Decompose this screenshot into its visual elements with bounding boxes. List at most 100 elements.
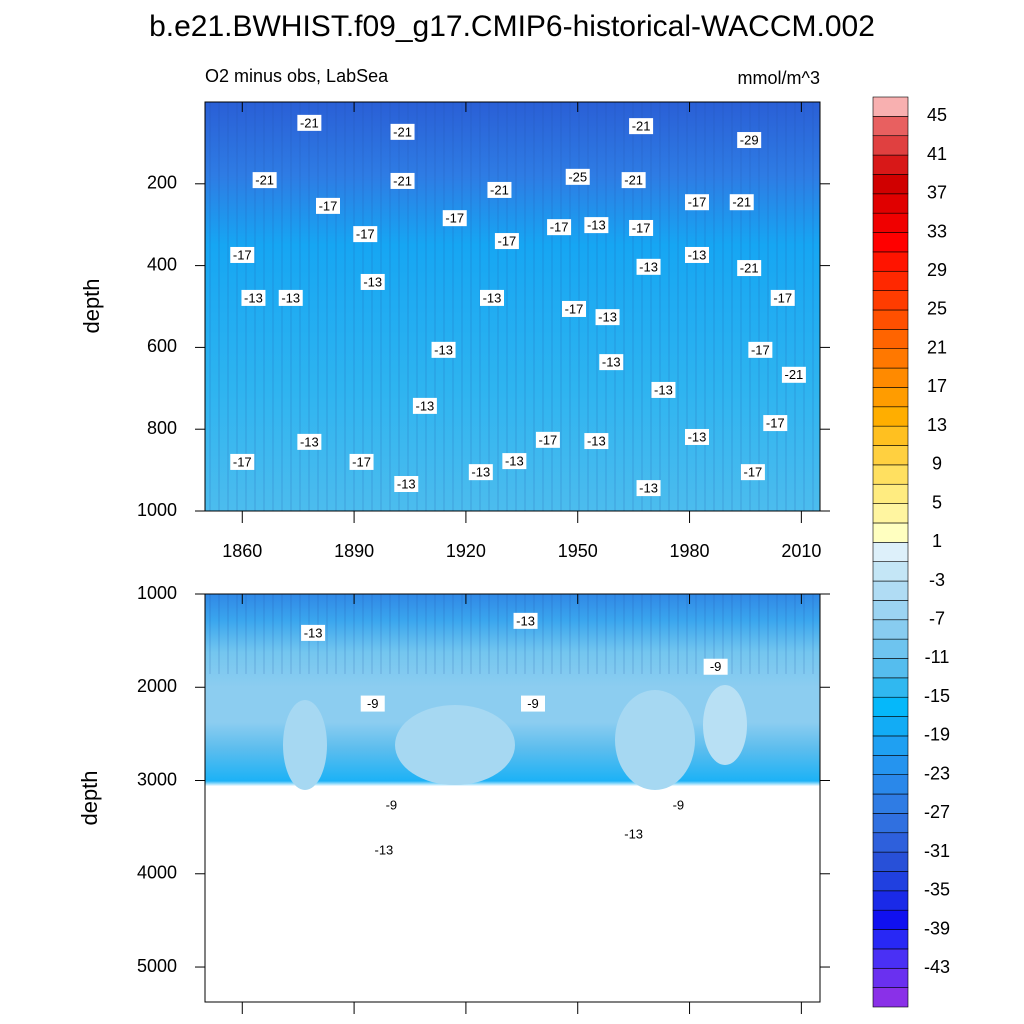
- y-tick-label: 600: [147, 336, 177, 356]
- y-tick-label: 4000: [137, 863, 177, 883]
- colorbar-box: [872, 948, 909, 969]
- x-tick-label: 1860: [222, 541, 262, 561]
- colorbar-box: [872, 367, 909, 388]
- contour-label: -17: [352, 454, 371, 469]
- contour-label-box: [636, 480, 661, 497]
- colorbar-label: 41: [927, 144, 947, 164]
- contour-label: -21: [300, 115, 319, 130]
- contour-label-box: [297, 114, 322, 131]
- contour-label-box: [360, 695, 385, 712]
- missing-region: [205, 861, 820, 1002]
- contour-label: -13: [587, 218, 606, 233]
- colorbar-box: [872, 851, 909, 872]
- contour-label: -17: [550, 220, 569, 235]
- colorbar-label: -35: [924, 880, 950, 900]
- colorbar-box: [872, 522, 909, 543]
- contour-label: -17: [498, 233, 517, 248]
- contour-label-box: [521, 695, 545, 712]
- contour-label: -21: [393, 173, 412, 188]
- colorbar-box: [872, 580, 909, 601]
- colorbar-box: [872, 212, 909, 233]
- contour-label-box: [301, 624, 326, 641]
- colorbar-box: [872, 561, 909, 582]
- contour-label-box: [394, 476, 419, 493]
- contour-label: -13: [516, 613, 535, 628]
- contour-label: -21: [624, 173, 643, 188]
- contour-label: -17: [565, 301, 584, 316]
- contour-label-box: [651, 381, 676, 398]
- colorbar-box: [872, 387, 909, 408]
- contour-label: -9: [673, 798, 685, 813]
- field-region: [283, 700, 327, 790]
- contour-label-box: [297, 433, 322, 450]
- contour-label: -17: [688, 195, 707, 210]
- contour-label-box: [468, 464, 493, 481]
- colorbar-label: -39: [924, 918, 950, 938]
- colorbar-box: [872, 929, 909, 950]
- colorbar-label: 5: [932, 492, 942, 512]
- colorbar-label: -31: [924, 841, 950, 861]
- colorbar-box: [872, 754, 909, 775]
- contour-label: -17: [319, 198, 338, 213]
- colorbar-box: [872, 696, 909, 717]
- contour-label-box: [535, 431, 560, 448]
- colorbar-box: [872, 406, 909, 427]
- colorbar-box: [872, 348, 909, 369]
- colorbar-box: [872, 832, 909, 853]
- contour-label: -17: [233, 247, 252, 262]
- colorbar-box: [872, 483, 909, 504]
- colorbar-label: -19: [924, 725, 950, 745]
- colorbar-box: [872, 677, 909, 698]
- contour-label-box: [595, 309, 620, 326]
- contour-label-box: [621, 826, 646, 843]
- contour-label: -13: [587, 433, 606, 448]
- contour-label-box: [636, 258, 661, 275]
- contour-label: -13: [483, 290, 502, 305]
- colorbar-box: [872, 638, 909, 659]
- colorbar-box: [872, 735, 909, 756]
- contour-label: -13: [639, 259, 658, 274]
- subtitle-right: mmol/m^3: [738, 68, 820, 88]
- contour-label: -13: [639, 481, 658, 496]
- contour-label: -9: [386, 798, 398, 813]
- contour-label-box: [502, 453, 527, 470]
- colorbar-box: [872, 309, 909, 330]
- contour-label-box: [737, 132, 762, 149]
- contour-label: -13: [397, 476, 416, 491]
- contour-label-box: [748, 341, 773, 358]
- y-tick-label: 400: [147, 254, 177, 274]
- x-tick-label: 1920: [446, 541, 486, 561]
- y-tick-label: 3000: [137, 769, 177, 789]
- plot-frame: [204, 101, 821, 512]
- colorbar-box: [872, 251, 909, 272]
- colorbar-label: -27: [924, 802, 950, 822]
- contour-label-box: [230, 246, 255, 263]
- colorbar-box: [872, 193, 909, 214]
- contour-label: -17: [632, 220, 651, 235]
- contour-label: -13: [281, 290, 300, 305]
- contour-label-box: [278, 289, 303, 306]
- colorbar-label: -23: [924, 763, 950, 783]
- plot-frame: [204, 593, 821, 1003]
- colorbar-label: 25: [927, 299, 947, 319]
- contour-label-box: [353, 226, 378, 243]
- y-tick-label: 5000: [137, 956, 177, 976]
- contour-label: -9: [367, 696, 379, 711]
- contour-label-box: [629, 118, 654, 135]
- contour-label-box: [770, 289, 795, 306]
- colorbar-box: [872, 716, 909, 737]
- contour-label-box: [494, 233, 519, 250]
- contour-label-box: [442, 210, 467, 227]
- contour-label-box: [685, 246, 709, 263]
- contour-label-box: [737, 260, 762, 277]
- contour-label: -29: [740, 132, 759, 147]
- y-tick-label: 1000: [137, 583, 177, 603]
- contour-label: -25: [568, 169, 587, 184]
- colorbar-box: [872, 871, 909, 892]
- colorbar-box: [872, 987, 909, 1008]
- contour-label: -17: [744, 465, 763, 480]
- field-contours: [205, 594, 820, 674]
- field-region: [703, 685, 747, 765]
- colorbar-box: [872, 909, 909, 930]
